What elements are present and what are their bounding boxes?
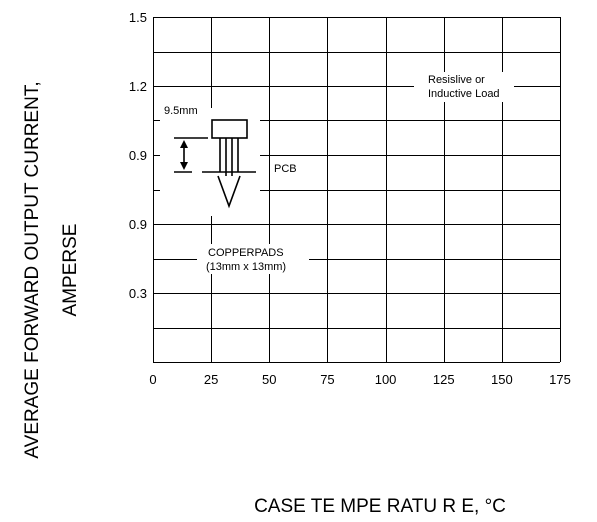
inset-mask [160, 108, 260, 216]
load-label-mask [414, 72, 514, 102]
y-tick-label: 1.2 [129, 79, 147, 94]
package-inset-drawing: 9.5mm PCB [160, 105, 297, 216]
x-tick-label: 125 [433, 372, 455, 387]
package-body [211, 119, 248, 139]
x-axis-title: CASE TE MPE RATU R E, °C [254, 496, 506, 517]
load-label-line1: Resislive or [428, 74, 485, 86]
y-tick-label: 0.3 [129, 286, 147, 301]
y-tick-label: 0.9 [129, 148, 147, 163]
y-axis-title-line1: AVERAGE FORWARD OUTPUT CURRENT, [22, 81, 43, 458]
pcb-label: PCB [274, 163, 297, 175]
x-tick-label: 175 [549, 372, 571, 387]
pad-label-line1: COPPERPADS [208, 247, 284, 259]
dim-arrow-down [180, 162, 188, 170]
x-tick-labels: 0 25 50 75 100 125 150 175 [149, 372, 570, 387]
y-tick-label: 1.5 [129, 10, 147, 25]
load-label-line2: Inductive Load [428, 88, 500, 100]
dimension-label: 9.5mm [164, 105, 198, 117]
x-tick-label: 75 [320, 372, 334, 387]
x-tick-label: 100 [375, 372, 397, 387]
y-tick-labels: 1.5 1.2 0.9 0.9 0.3 [129, 10, 147, 301]
y-axis-title: AVERAGE FORWARD OUTPUT CURRENT, AMPERSE [22, 81, 81, 458]
dim-arrow-up [180, 140, 188, 148]
y-axis-title-line2: AMPERSE [60, 224, 81, 317]
x-tick-label: 150 [491, 372, 513, 387]
x-tick-label: 0 [149, 372, 156, 387]
x-tick-label: 50 [262, 372, 276, 387]
pad-label-line2: (13mm x 13mm) [206, 261, 286, 273]
pad-label-mask [197, 244, 309, 274]
y-tick-label: 0.9 [129, 217, 147, 232]
lead-taper [217, 175, 241, 209]
x-tick-label: 25 [204, 372, 218, 387]
